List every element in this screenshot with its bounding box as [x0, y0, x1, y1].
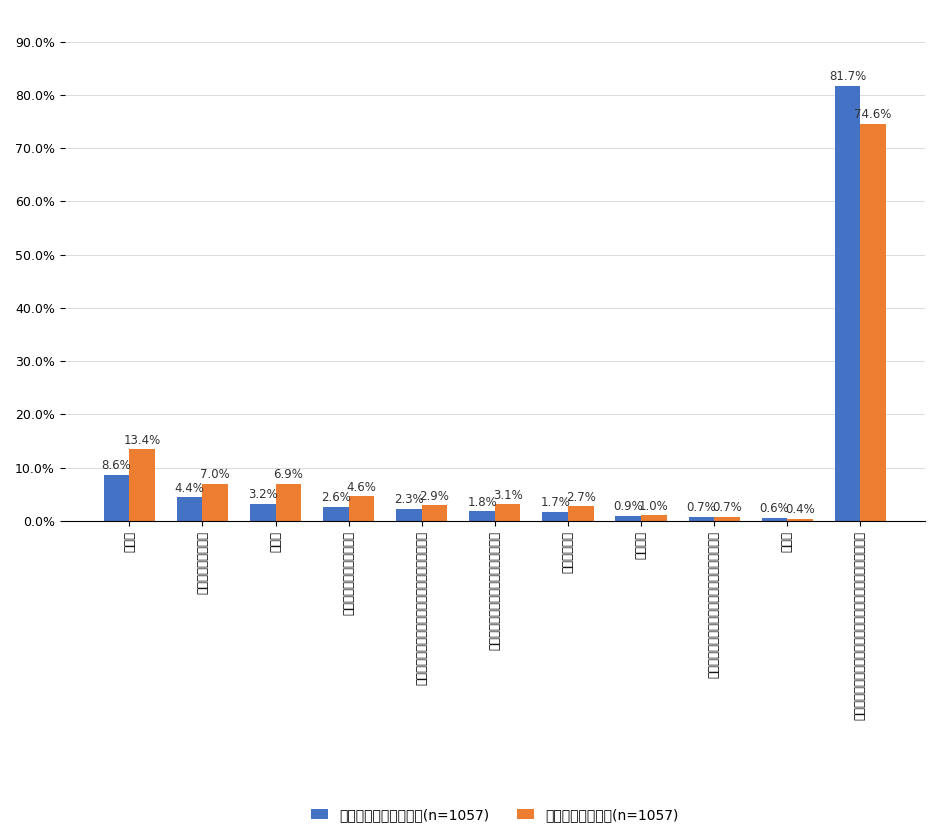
Text: 0.7%: 0.7%: [712, 501, 742, 514]
Text: 7.0%: 7.0%: [200, 468, 230, 480]
Bar: [761, 517, 787, 521]
Bar: [494, 504, 521, 521]
Text: 0.7%: 0.7%: [686, 501, 716, 514]
Bar: [469, 512, 494, 521]
Text: 3.2%: 3.2%: [248, 488, 277, 501]
Text: 0.4%: 0.4%: [785, 503, 815, 516]
Text: 8.6%: 8.6%: [102, 459, 132, 472]
Text: 2.6%: 2.6%: [321, 491, 351, 504]
Bar: [396, 508, 422, 521]
Text: 74.6%: 74.6%: [854, 108, 892, 121]
Bar: [689, 517, 714, 521]
Bar: [202, 484, 228, 521]
Bar: [323, 507, 349, 521]
Text: 1.0%: 1.0%: [639, 500, 668, 512]
Text: 2.3%: 2.3%: [394, 493, 424, 506]
Text: 81.7%: 81.7%: [829, 71, 866, 83]
Text: 1.8%: 1.8%: [467, 496, 497, 508]
Text: 13.4%: 13.4%: [123, 433, 161, 447]
Bar: [250, 504, 275, 521]
Bar: [641, 516, 666, 521]
Bar: [349, 496, 374, 521]
Text: 2.9%: 2.9%: [419, 490, 449, 502]
Bar: [542, 512, 568, 521]
Bar: [835, 86, 860, 521]
Text: 1.7%: 1.7%: [540, 496, 570, 509]
Bar: [130, 449, 155, 521]
Text: 4.4%: 4.4%: [175, 481, 205, 495]
Text: 3.1%: 3.1%: [493, 489, 523, 501]
Text: 6.9%: 6.9%: [274, 469, 304, 481]
Bar: [103, 475, 130, 521]
Bar: [275, 484, 301, 521]
Text: 4.6%: 4.6%: [347, 480, 376, 494]
Bar: [714, 517, 740, 521]
Text: 2.7%: 2.7%: [566, 491, 596, 504]
Bar: [860, 123, 885, 521]
Bar: [616, 516, 641, 521]
Bar: [568, 507, 593, 521]
Bar: [787, 518, 813, 521]
Bar: [177, 497, 202, 521]
Bar: [422, 506, 447, 521]
Text: 0.9%: 0.9%: [614, 501, 643, 513]
Legend: これまでに相談した先(n=1057), 今後相談したい先(n=1057): これまでに相談した先(n=1057), 今後相談したい先(n=1057): [306, 802, 683, 827]
Text: 0.6%: 0.6%: [760, 502, 790, 515]
